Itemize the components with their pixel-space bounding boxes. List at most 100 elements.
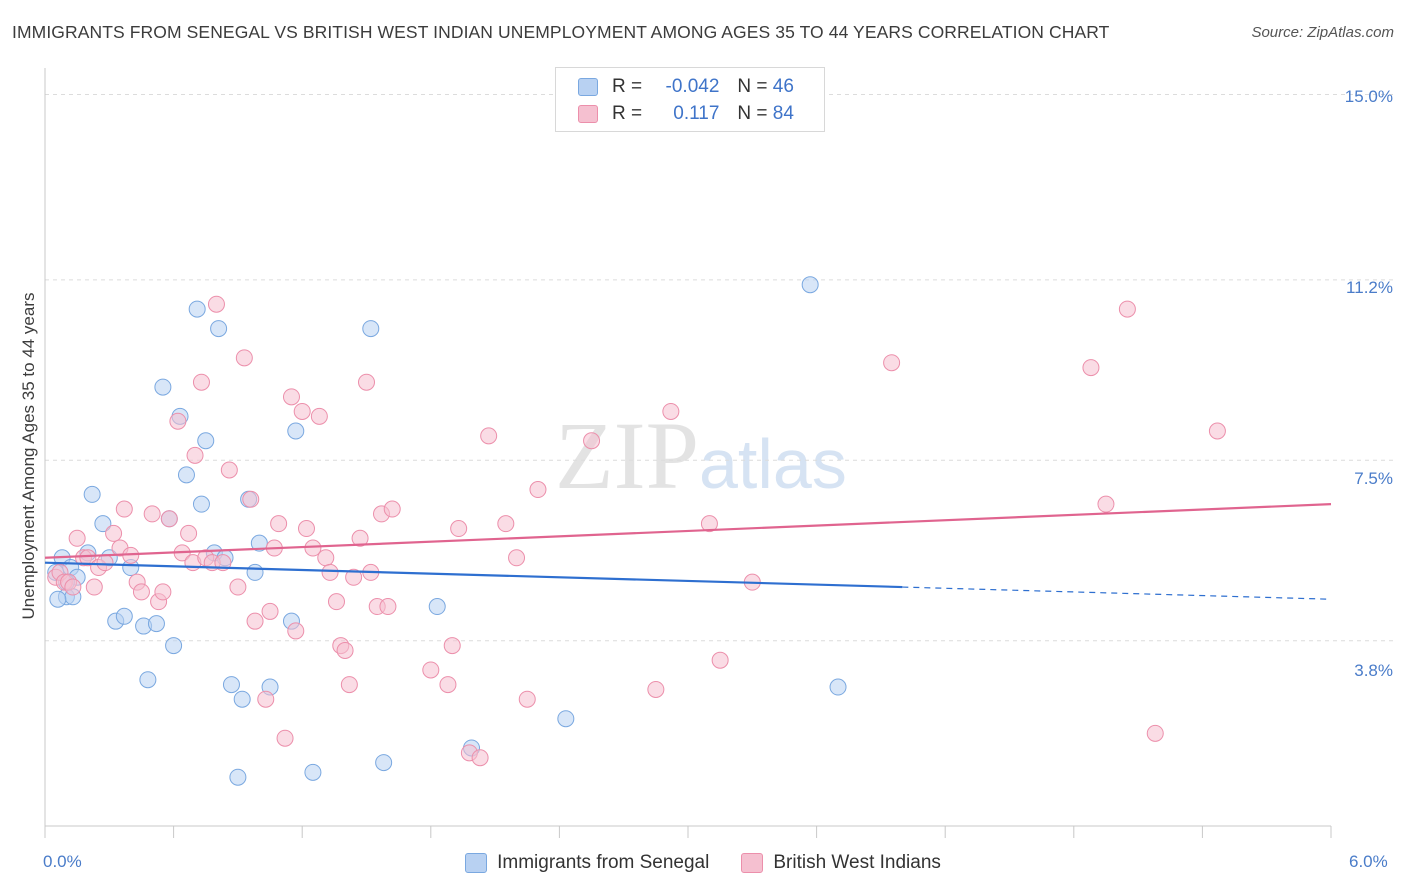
data-point xyxy=(829,678,847,696)
data-point xyxy=(246,563,264,581)
data-point xyxy=(96,554,114,572)
data-point xyxy=(1118,300,1136,318)
y-tick-label: 15.0% xyxy=(1344,87,1393,106)
data-point xyxy=(293,402,311,420)
series-legend: Immigrants from Senegal British West Ind… xyxy=(0,852,1406,874)
data-point xyxy=(147,615,165,633)
correlation-legend: R = -0.042 N = 46 R = 0.117 N = 84 xyxy=(555,67,825,132)
data-point xyxy=(79,549,97,567)
data-point xyxy=(165,637,183,655)
data-point xyxy=(188,300,206,318)
data-point xyxy=(242,490,260,508)
data-point xyxy=(154,583,172,601)
data-point xyxy=(186,446,204,464)
data-point xyxy=(222,676,240,694)
data-point xyxy=(1082,359,1100,377)
legend-swatch-pink xyxy=(741,853,764,873)
y-tick-label: 7.5% xyxy=(1354,469,1393,488)
y-tick-label: 3.8% xyxy=(1354,661,1393,680)
data-point xyxy=(220,461,238,479)
data-point xyxy=(177,466,195,484)
legend-swatch-pink xyxy=(578,105,598,123)
data-point xyxy=(529,481,547,499)
data-point xyxy=(557,710,575,728)
legend-n-label: N = xyxy=(737,76,768,97)
legend-row-senegal: R = -0.042 N = 46 xyxy=(578,75,794,99)
data-point xyxy=(229,768,247,786)
data-point xyxy=(160,510,178,528)
data-point xyxy=(233,690,251,708)
legend-item-senegal: Immigrants from Senegal xyxy=(465,852,709,874)
data-point xyxy=(197,432,215,450)
data-point xyxy=(358,373,375,391)
data-point xyxy=(192,373,210,391)
data-point xyxy=(480,427,498,445)
data-point xyxy=(115,500,133,518)
data-point xyxy=(801,276,819,294)
legend-item-bwi: British West Indians xyxy=(741,852,941,874)
legend-n-label: N = xyxy=(737,103,768,124)
data-point xyxy=(321,563,339,581)
data-point xyxy=(711,651,729,669)
y-axis-label: Unemployment Among Ages 35 to 44 years xyxy=(19,292,38,620)
data-point xyxy=(210,320,228,338)
trend-line-extension xyxy=(902,586,1332,600)
data-point xyxy=(143,505,161,523)
legend-r-value: 0.117 xyxy=(673,103,720,124)
data-point xyxy=(327,593,345,611)
data-point xyxy=(139,671,157,689)
watermark-zip: ZIP xyxy=(555,402,699,509)
data-point xyxy=(336,641,354,659)
data-point xyxy=(1146,724,1164,742)
legend-swatch-blue xyxy=(578,78,598,96)
data-point xyxy=(508,549,526,567)
data-point xyxy=(169,412,187,430)
data-point xyxy=(85,578,103,596)
data-point xyxy=(583,432,601,450)
legend-r-value: -0.042 xyxy=(665,76,720,97)
data-point xyxy=(428,598,446,616)
data-point xyxy=(297,520,315,538)
data-point xyxy=(192,495,210,513)
data-point xyxy=(83,485,101,503)
data-point xyxy=(105,524,123,542)
data-point xyxy=(235,349,253,367)
data-point xyxy=(304,763,322,781)
legend-r-label: R = xyxy=(612,103,643,124)
watermark-atlas: atlas xyxy=(699,425,847,503)
data-point xyxy=(64,578,82,596)
data-point xyxy=(207,295,225,313)
data-point xyxy=(132,583,150,601)
data-point xyxy=(883,354,901,372)
legend-n-value: 84 xyxy=(772,103,794,124)
legend-n-value: 46 xyxy=(772,76,794,97)
data-point xyxy=(647,680,665,698)
source-label: Source: ZipAtlas.com xyxy=(1251,24,1394,41)
data-point xyxy=(310,407,328,425)
data-point xyxy=(261,602,279,620)
data-point xyxy=(662,402,680,420)
data-point xyxy=(115,607,133,625)
data-point xyxy=(351,529,369,547)
data-point xyxy=(257,690,275,708)
data-point xyxy=(94,515,112,533)
data-point xyxy=(345,568,363,586)
data-point xyxy=(518,690,536,708)
data-point xyxy=(450,520,468,538)
legend-series-name: British West Indians xyxy=(773,852,941,873)
data-point xyxy=(497,515,515,533)
data-point xyxy=(282,388,300,406)
data-point xyxy=(250,534,268,552)
data-point xyxy=(229,578,247,596)
data-point xyxy=(443,637,461,655)
trend-line xyxy=(44,503,1332,559)
data-point xyxy=(422,661,440,679)
data-point xyxy=(471,749,489,767)
data-point xyxy=(439,676,457,694)
y-tick-label: 11.2% xyxy=(1346,278,1393,297)
x-tick-label: 0.0% xyxy=(43,852,82,871)
data-point xyxy=(375,754,393,772)
legend-swatch-blue xyxy=(465,853,488,873)
data-point xyxy=(1097,495,1115,513)
